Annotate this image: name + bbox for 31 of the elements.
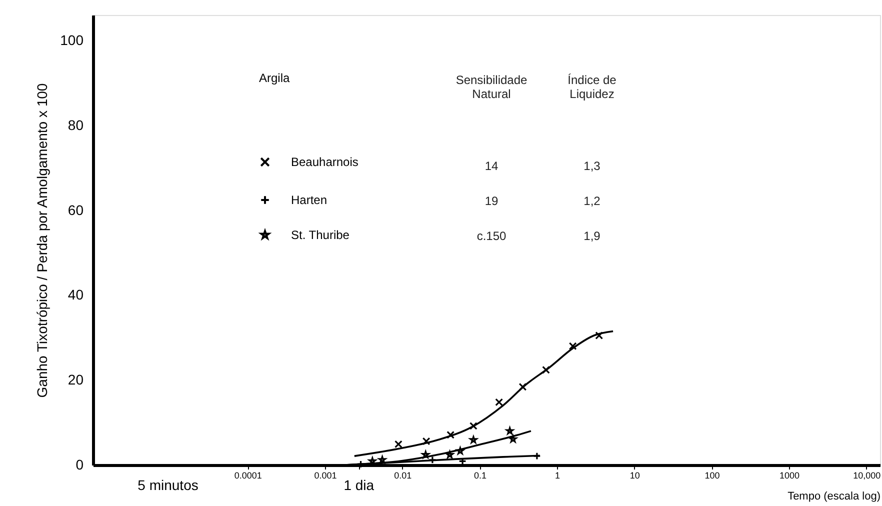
annotation: Índice de Liquidez — [568, 73, 617, 101]
x-tick-label: 1000 — [780, 470, 800, 480]
y-tick-label: 100 — [60, 32, 84, 48]
y-tick-label: 40 — [68, 286, 84, 303]
legend-label: Beauharnois — [291, 155, 358, 169]
annotation: Sensibilidade Natural — [456, 73, 528, 101]
y-axis-title: Ganho Tixotrópico / Perda por Amolgamento x 100 — [34, 83, 50, 398]
legend-label: St. Thuribe — [291, 228, 350, 242]
legend-label: Harten — [291, 193, 328, 207]
x-tick-label: 0.0001 — [234, 470, 262, 480]
legend-title: Argila — [259, 71, 290, 85]
x-tick-label: 0.001 — [314, 470, 337, 480]
y-tick-label: 80 — [68, 116, 84, 133]
y-tick-label: 60 — [68, 202, 84, 218]
annotation: 1,2 — [584, 194, 601, 208]
x-tick-label: 10 — [630, 470, 640, 480]
x-tick-label: 10,000 — [853, 470, 881, 480]
y-tick-label: 20 — [68, 372, 84, 388]
x-tick-label: 0.01 — [394, 470, 412, 480]
x-tick-label: 1 — [555, 470, 560, 480]
annotation: 14 — [484, 159, 498, 173]
text: 5 minutos — [138, 477, 198, 493]
annotation: 1,9 — [584, 229, 601, 243]
x-tick-label: 0.1 — [474, 470, 486, 480]
annotation: 1 dia — [344, 477, 374, 493]
annotation: 19 — [484, 194, 498, 208]
annotation: c.150 — [476, 229, 506, 243]
annotation: 1,3 — [584, 159, 601, 173]
y-tick-label: 0 — [76, 456, 84, 472]
x-tick-label: 100 — [704, 470, 720, 480]
x-axis-title: Tempo (escala log) — [788, 490, 880, 502]
